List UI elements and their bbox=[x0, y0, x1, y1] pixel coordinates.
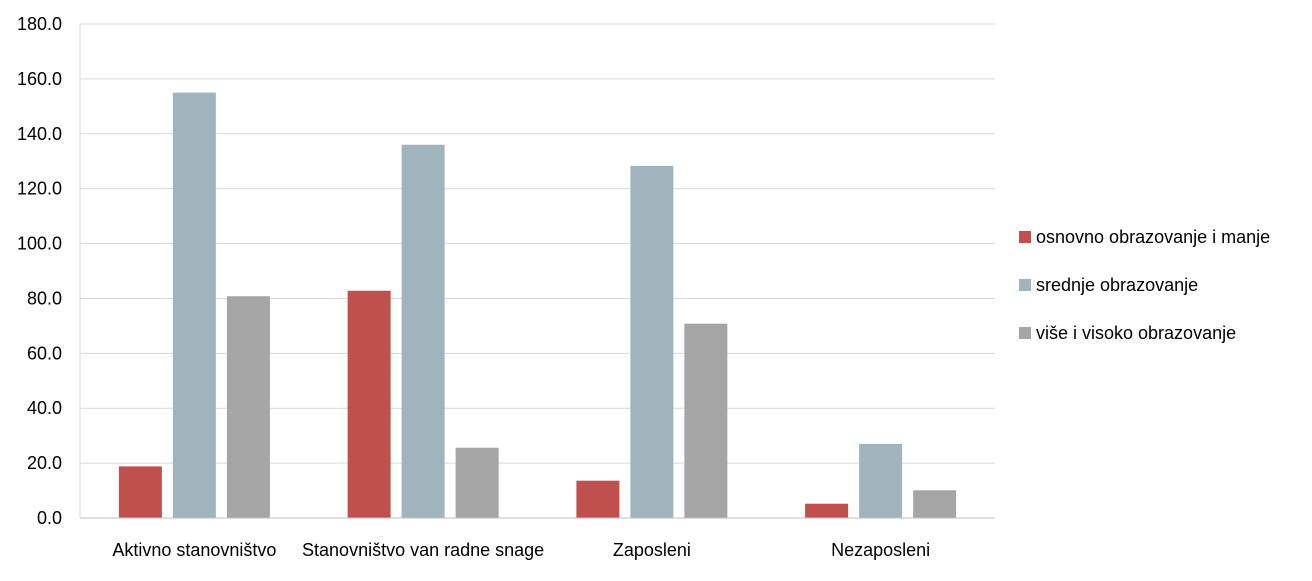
y-tick-label: 60.0 bbox=[27, 343, 62, 363]
x-axis-category-labels: Aktivno stanovništvo Stanovništvo van rad… bbox=[112, 540, 930, 560]
bar bbox=[401, 144, 445, 518]
bar bbox=[630, 165, 674, 519]
bar bbox=[684, 323, 728, 518]
y-tick-label: 120.0 bbox=[17, 179, 62, 199]
bar bbox=[118, 466, 162, 518]
bar bbox=[576, 480, 620, 518]
bar bbox=[859, 443, 903, 518]
y-tick-label: 80.0 bbox=[27, 288, 62, 308]
bar bbox=[805, 503, 849, 518]
gridlines bbox=[80, 23, 995, 464]
y-tick-label: 100.0 bbox=[17, 234, 62, 254]
x-category-label: Stanovništvo van radne snage bbox=[302, 540, 544, 560]
bar bbox=[347, 290, 391, 518]
bars bbox=[118, 92, 957, 519]
x-category-label: Aktivno stanovništvo bbox=[112, 540, 276, 560]
bar bbox=[172, 92, 216, 518]
legend-swatch bbox=[1019, 231, 1031, 243]
legend: osnovno obrazovanje i manje srednje obraz… bbox=[1019, 227, 1270, 343]
y-tick-label: 40.0 bbox=[27, 398, 62, 418]
y-axis-tick-labels: 0.0 20.0 40.0 60.0 80.0 100.0 120.0 140.0 160.0 1… bbox=[17, 14, 62, 528]
bar bbox=[455, 447, 499, 518]
bar bbox=[913, 490, 957, 518]
x-category-label: Zaposleni bbox=[613, 540, 691, 560]
legend-label: više i visoko obrazovanje bbox=[1036, 323, 1236, 343]
x-category-label: Nezaposleni bbox=[831, 540, 930, 560]
y-tick-label: 180.0 bbox=[17, 14, 62, 34]
y-tick-label: 140.0 bbox=[17, 124, 62, 144]
y-tick-label: 0.0 bbox=[37, 508, 62, 528]
bar bbox=[226, 296, 270, 518]
legend-label: osnovno obrazovanje i manje bbox=[1036, 227, 1270, 247]
y-tick-label: 20.0 bbox=[27, 453, 62, 473]
legend-swatch bbox=[1019, 327, 1031, 339]
axes bbox=[79, 24, 995, 519]
legend-label: srednje obrazovanje bbox=[1036, 275, 1198, 295]
y-tick-label: 160.0 bbox=[17, 69, 62, 89]
legend-swatch bbox=[1019, 279, 1031, 291]
